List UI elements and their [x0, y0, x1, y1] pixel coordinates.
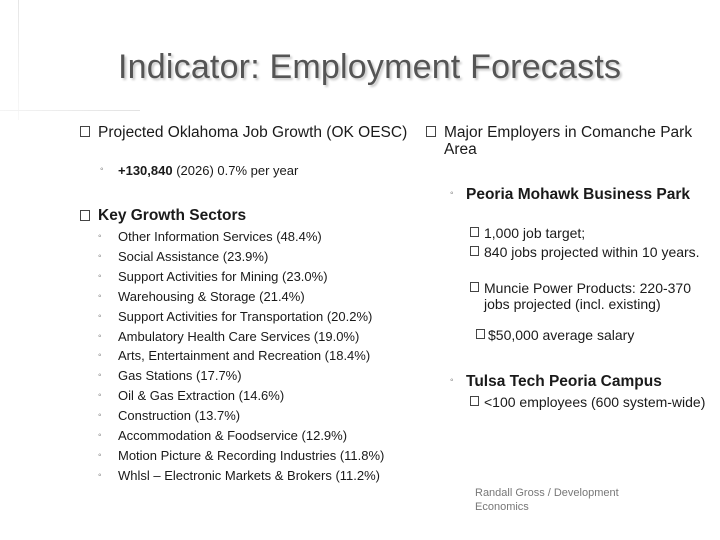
bullet-square-icon — [470, 246, 479, 256]
decorative-vertical-line — [18, 0, 19, 120]
projected-growth-value: +130,840 — [118, 163, 173, 178]
bullet-square-icon — [80, 210, 90, 221]
tulsa-tech-heading: Tulsa Tech Peoria Campus — [466, 373, 662, 390]
bullet-square-icon — [470, 227, 479, 237]
footer-credit: Randall Gross / Development Economics — [475, 487, 619, 513]
projected-growth-label: Projected Oklahoma Job Growth (OK OESC) — [98, 124, 408, 141]
bullet-square-icon — [470, 396, 479, 406]
list-item: Gas Stations (17.7%) — [96, 366, 384, 386]
growth-sectors-list: Other Information Services (48.4%) Socia… — [96, 227, 384, 486]
bullet-square-icon — [80, 126, 90, 137]
list-item: Oil & Gas Extraction (14.6%) — [96, 386, 384, 406]
peoria-mohawk-heading: Peoria Mohawk Business Park — [466, 186, 690, 203]
peoria-job-target: 1,000 job target; — [484, 225, 586, 241]
bullet-circle-icon: ◦ — [450, 188, 454, 199]
list-item: Support Activities for Mining (23.0%) — [96, 267, 384, 287]
list-item: Construction (13.7%) — [96, 406, 384, 426]
list-item: Ambulatory Health Care Services (19.0%) — [96, 327, 384, 347]
bullet-circle-icon: ◦ — [450, 375, 454, 386]
list-item: Motion Picture & Recording Industries (1… — [96, 446, 384, 466]
bullet-circle-icon: ◦ — [100, 164, 104, 175]
peoria-average-salary: $50,000 average salary — [488, 327, 635, 343]
key-growth-sectors-heading: Key Growth Sectors — [98, 207, 247, 224]
list-item: Arts, Entertainment and Recreation (18.4… — [96, 346, 384, 366]
projected-growth-rate: (2026) 0.7% per year — [176, 163, 299, 178]
page-title: Indicator: Employment Forecasts — [118, 48, 622, 86]
list-item: Social Assistance (23.9%) — [96, 247, 384, 267]
decorative-horizontal-line — [0, 110, 140, 111]
peoria-jobs-projected: 840 jobs projected within 10 years. — [484, 244, 700, 260]
major-employers-heading: Major Employers in Comanche Park Area — [444, 124, 693, 158]
list-item: Other Information Services (48.4%) — [96, 227, 384, 247]
list-item: Accommodation & Foodservice (12.9%) — [96, 426, 384, 446]
tulsa-tech-employees: <100 employees (600 system-wide) — [484, 394, 706, 410]
bullet-square-icon — [426, 126, 436, 137]
list-item: Warehousing & Storage (21.4%) — [96, 287, 384, 307]
peoria-muncie-power: Muncie Power Products: 220-370 jobs proj… — [484, 280, 691, 312]
list-item: Support Activities for Transportation (2… — [96, 307, 384, 327]
projected-growth-detail: +130,840 (2026) 0.7% per year — [118, 162, 298, 179]
bullet-square-icon — [470, 282, 479, 292]
list-item: Whlsl – Electronic Markets & Brokers (11… — [96, 466, 384, 486]
bullet-square-icon — [476, 329, 485, 339]
